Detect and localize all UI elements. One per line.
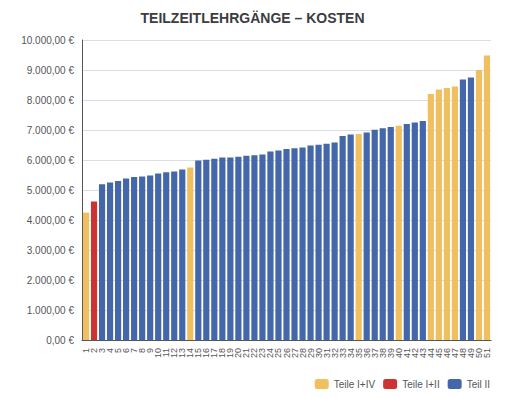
svg-text:14: 14	[185, 348, 196, 358]
svg-text:6.000,00 €: 6.000,00 €	[27, 155, 75, 166]
svg-text:24: 24	[265, 348, 276, 358]
svg-text:10.000,00 €: 10.000,00 €	[21, 35, 74, 46]
svg-text:30: 30	[313, 348, 324, 358]
svg-text:40: 40	[393, 348, 404, 358]
svg-text:18: 18	[217, 348, 228, 358]
svg-text:17: 17	[209, 348, 220, 358]
svg-text:Teile I+IV: Teile I+IV	[334, 379, 376, 390]
svg-text:22: 22	[249, 348, 260, 358]
svg-text:32: 32	[329, 348, 340, 358]
svg-text:1: 1	[81, 348, 91, 353]
svg-text:7.000,00 €: 7.000,00 €	[27, 125, 75, 136]
svg-text:21: 21	[241, 348, 252, 358]
svg-text:TEILZEITLEHRGÄNGE – KOSTEN: TEILZEITLEHRGÄNGE – KOSTEN	[140, 10, 364, 26]
svg-text:29: 29	[305, 348, 316, 358]
svg-text:3: 3	[97, 348, 107, 353]
svg-text:48: 48	[457, 348, 468, 358]
svg-text:7: 7	[129, 348, 140, 353]
svg-text:12: 12	[169, 348, 180, 358]
svg-text:9: 9	[145, 348, 156, 353]
svg-text:15: 15	[193, 348, 204, 358]
svg-text:20: 20	[233, 348, 244, 358]
svg-text:26: 26	[281, 348, 292, 358]
svg-text:4.000,00 €: 4.000,00 €	[27, 215, 75, 226]
svg-text:16: 16	[201, 348, 212, 358]
svg-text:6: 6	[121, 348, 132, 353]
svg-text:28: 28	[297, 348, 308, 358]
svg-text:37: 37	[369, 348, 380, 358]
svg-text:34: 34	[345, 348, 356, 358]
svg-text:42: 42	[409, 348, 420, 358]
svg-text:39: 39	[385, 348, 396, 358]
svg-text:9.000,00 €: 9.000,00 €	[27, 65, 75, 76]
svg-text:10: 10	[153, 348, 164, 358]
svg-text:51: 51	[482, 348, 492, 358]
svg-text:38: 38	[377, 348, 388, 358]
svg-text:27: 27	[289, 348, 300, 358]
svg-text:11: 11	[161, 348, 172, 358]
svg-text:5: 5	[113, 348, 124, 353]
svg-text:0,00 €: 0,00 €	[46, 335, 74, 346]
svg-text:19: 19	[225, 348, 236, 358]
svg-text:Teile I+II: Teile I+II	[402, 379, 440, 390]
svg-text:2.000,00 €: 2.000,00 €	[27, 275, 75, 286]
svg-text:31: 31	[321, 348, 332, 358]
svg-text:43: 43	[417, 348, 428, 358]
svg-text:13: 13	[177, 348, 188, 358]
svg-text:33: 33	[337, 348, 348, 358]
svg-text:8.000,00 €: 8.000,00 €	[27, 95, 75, 106]
svg-text:49: 49	[466, 348, 476, 358]
svg-text:4: 4	[105, 348, 116, 353]
svg-text:47: 47	[449, 348, 460, 358]
svg-text:Teil II: Teil II	[467, 379, 490, 390]
svg-text:45: 45	[433, 348, 444, 358]
svg-text:41: 41	[401, 348, 412, 358]
svg-text:25: 25	[273, 348, 284, 358]
svg-text:8: 8	[137, 348, 148, 353]
svg-text:35: 35	[353, 348, 364, 358]
svg-text:5.000,00 €: 5.000,00 €	[27, 185, 75, 196]
svg-text:23: 23	[257, 348, 268, 358]
svg-text:1.000,00 €: 1.000,00 €	[27, 305, 75, 316]
svg-text:44: 44	[425, 348, 436, 358]
svg-text:3.000,00 €: 3.000,00 €	[27, 245, 75, 256]
svg-text:46: 46	[441, 348, 452, 358]
svg-text:36: 36	[361, 348, 372, 358]
svg-text:50: 50	[474, 348, 484, 358]
svg-text:2: 2	[89, 348, 99, 353]
